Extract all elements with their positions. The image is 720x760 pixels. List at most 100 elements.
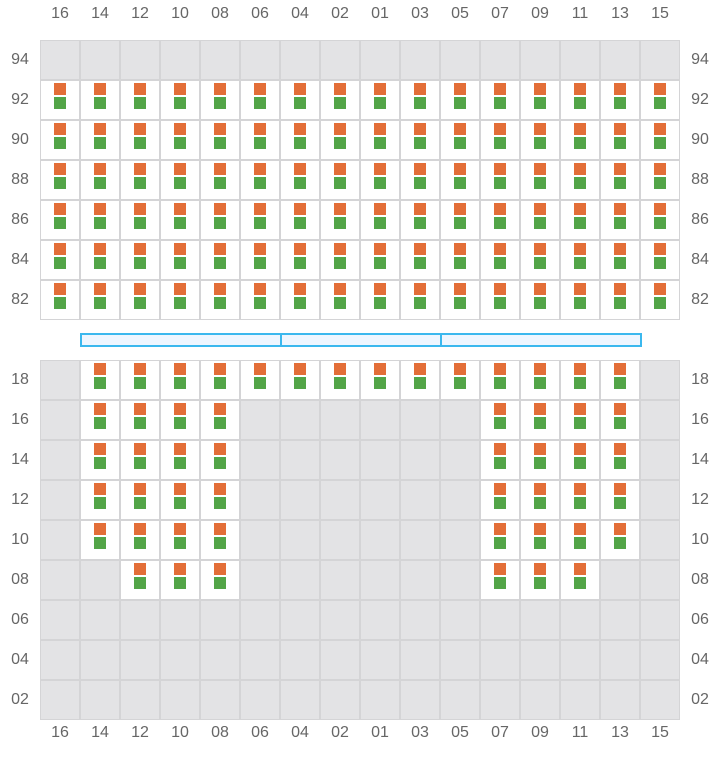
seat-cell[interactable] bbox=[360, 120, 400, 160]
seat-cell[interactable] bbox=[120, 520, 160, 560]
seat-cell[interactable] bbox=[440, 120, 480, 160]
seat-cell[interactable] bbox=[640, 160, 680, 200]
seat-cell[interactable] bbox=[600, 240, 640, 280]
seat-cell[interactable] bbox=[480, 520, 520, 560]
seat-cell[interactable] bbox=[200, 400, 240, 440]
seat-cell[interactable] bbox=[600, 160, 640, 200]
seat-cell[interactable] bbox=[600, 80, 640, 120]
seat-cell[interactable] bbox=[320, 160, 360, 200]
seat-cell[interactable] bbox=[280, 160, 320, 200]
seat-cell[interactable] bbox=[400, 360, 440, 400]
seat-cell[interactable] bbox=[120, 240, 160, 280]
seat-cell[interactable] bbox=[80, 200, 120, 240]
seat-cell[interactable] bbox=[480, 400, 520, 440]
seat-cell[interactable] bbox=[80, 280, 120, 320]
seat-cell[interactable] bbox=[520, 480, 560, 520]
seat-cell[interactable] bbox=[600, 440, 640, 480]
seat-cell[interactable] bbox=[600, 280, 640, 320]
seat-cell[interactable] bbox=[520, 520, 560, 560]
seat-cell[interactable] bbox=[360, 200, 400, 240]
seat-cell[interactable] bbox=[280, 200, 320, 240]
seat-cell[interactable] bbox=[160, 520, 200, 560]
seat-cell[interactable] bbox=[200, 240, 240, 280]
seat-cell[interactable] bbox=[80, 360, 120, 400]
seat-cell[interactable] bbox=[320, 80, 360, 120]
seat-cell[interactable] bbox=[120, 160, 160, 200]
seat-cell[interactable] bbox=[240, 120, 280, 160]
seat-cell[interactable] bbox=[640, 240, 680, 280]
seat-cell[interactable] bbox=[520, 560, 560, 600]
seat-cell[interactable] bbox=[600, 360, 640, 400]
seat-cell[interactable] bbox=[160, 400, 200, 440]
seat-cell[interactable] bbox=[440, 360, 480, 400]
seat-cell[interactable] bbox=[120, 400, 160, 440]
seat-cell[interactable] bbox=[80, 80, 120, 120]
seat-cell[interactable] bbox=[400, 200, 440, 240]
seat-cell[interactable] bbox=[560, 120, 600, 160]
seat-cell[interactable] bbox=[40, 200, 80, 240]
seat-cell[interactable] bbox=[480, 280, 520, 320]
seat-cell[interactable] bbox=[200, 360, 240, 400]
seat-cell[interactable] bbox=[480, 360, 520, 400]
seat-cell[interactable] bbox=[480, 480, 520, 520]
seat-cell[interactable] bbox=[520, 120, 560, 160]
seat-cell[interactable] bbox=[120, 480, 160, 520]
seat-cell[interactable] bbox=[360, 80, 400, 120]
seat-cell[interactable] bbox=[160, 80, 200, 120]
seat-cell[interactable] bbox=[600, 520, 640, 560]
seat-cell[interactable] bbox=[280, 80, 320, 120]
seat-cell[interactable] bbox=[40, 160, 80, 200]
seat-cell[interactable] bbox=[240, 160, 280, 200]
seat-cell[interactable] bbox=[520, 200, 560, 240]
seat-cell[interactable] bbox=[360, 160, 400, 200]
seat-cell[interactable] bbox=[240, 80, 280, 120]
seat-cell[interactable] bbox=[320, 280, 360, 320]
seat-cell[interactable] bbox=[120, 120, 160, 160]
seat-cell[interactable] bbox=[160, 480, 200, 520]
seat-cell[interactable] bbox=[560, 360, 600, 400]
seat-cell[interactable] bbox=[560, 200, 600, 240]
seat-cell[interactable] bbox=[120, 360, 160, 400]
seat-cell[interactable] bbox=[280, 240, 320, 280]
seat-cell[interactable] bbox=[520, 80, 560, 120]
seat-cell[interactable] bbox=[160, 200, 200, 240]
seat-cell[interactable] bbox=[40, 280, 80, 320]
seat-cell[interactable] bbox=[280, 120, 320, 160]
seat-cell[interactable] bbox=[80, 480, 120, 520]
seat-cell[interactable] bbox=[80, 520, 120, 560]
seat-cell[interactable] bbox=[520, 160, 560, 200]
seat-cell[interactable] bbox=[160, 280, 200, 320]
seat-cell[interactable] bbox=[480, 560, 520, 600]
seat-cell[interactable] bbox=[80, 160, 120, 200]
seat-cell[interactable] bbox=[520, 240, 560, 280]
seat-cell[interactable] bbox=[240, 200, 280, 240]
seat-cell[interactable] bbox=[200, 280, 240, 320]
seat-cell[interactable] bbox=[320, 120, 360, 160]
seat-cell[interactable] bbox=[480, 440, 520, 480]
seat-cell[interactable] bbox=[560, 80, 600, 120]
seat-cell[interactable] bbox=[360, 240, 400, 280]
seat-cell[interactable] bbox=[240, 280, 280, 320]
seat-cell[interactable] bbox=[80, 400, 120, 440]
seat-cell[interactable] bbox=[520, 440, 560, 480]
seat-cell[interactable] bbox=[640, 280, 680, 320]
seat-cell[interactable] bbox=[640, 200, 680, 240]
seat-cell[interactable] bbox=[200, 440, 240, 480]
seat-cell[interactable] bbox=[120, 200, 160, 240]
seat-cell[interactable] bbox=[600, 200, 640, 240]
seat-cell[interactable] bbox=[120, 280, 160, 320]
seat-cell[interactable] bbox=[560, 560, 600, 600]
seat-cell[interactable] bbox=[200, 120, 240, 160]
seat-cell[interactable] bbox=[360, 280, 400, 320]
seat-cell[interactable] bbox=[200, 160, 240, 200]
seat-cell[interactable] bbox=[560, 160, 600, 200]
seat-cell[interactable] bbox=[640, 120, 680, 160]
seat-cell[interactable] bbox=[560, 440, 600, 480]
seat-cell[interactable] bbox=[560, 240, 600, 280]
seat-cell[interactable] bbox=[480, 80, 520, 120]
seat-cell[interactable] bbox=[240, 360, 280, 400]
seat-cell[interactable] bbox=[600, 400, 640, 440]
seat-cell[interactable] bbox=[200, 520, 240, 560]
seat-cell[interactable] bbox=[440, 240, 480, 280]
seat-cell[interactable] bbox=[40, 80, 80, 120]
